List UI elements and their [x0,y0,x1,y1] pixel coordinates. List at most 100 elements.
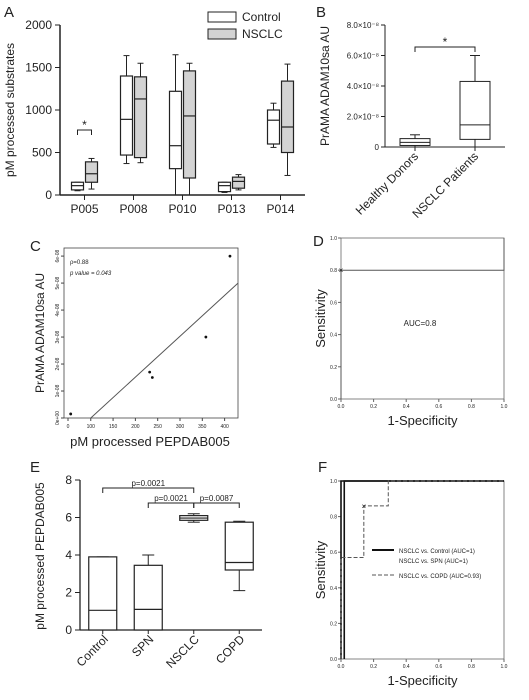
box-control [217,181,232,193]
x-tick-label: 1.0 [501,404,508,410]
auc-annotation: AUC=0.8 [404,319,437,328]
plot-frame [63,247,239,419]
scatter-point [148,370,152,374]
significance-bracket [414,46,476,52]
panel-b-chart: 0 2.0×10⁻⁸ 4.0×10⁻⁸ 6.0×10⁻⁸ 8.0×10⁻⁸ PrAMA A… [318,21,505,221]
x-axis-label: 1-Specificity [387,673,458,688]
y-axis-label: PrAMA ADAM10sa AU [33,273,47,393]
x-tick-label: P010 [168,202,196,216]
x-tick-label: 0.6 [435,404,442,410]
y-tick-label: 8 [65,473,72,487]
y-tick-label: 1000 [25,103,52,117]
y-tick-label: 1500 [25,61,52,75]
panel-a-chart: 0 500 1000 1500 2000 pM processed substrates P… [3,10,305,216]
y-tick-label: 4 [65,548,72,562]
x-tick-label: Healthy Donors [353,149,421,217]
legend-label: NSCLC [242,27,283,41]
box-nsclc [280,80,295,154]
panel-letter-b: B [316,4,326,21]
significance-star: * [443,35,448,49]
significance-bracket [193,502,240,508]
legend-label: NSCLC vs. COPD (AUC=0.93) [399,574,481,580]
y-tick-label: 2e-08 [55,357,61,370]
y-tick-label: 0.6 [330,550,337,556]
y-tick-label: 2.0×10⁻⁸ [347,113,379,122]
panel-letter-f: F [318,459,327,476]
legend-label: NSCLC vs. Control (AUC=1) [399,549,475,555]
x-tick-label: 300 [176,424,185,430]
y-axis-label: Sensitivity [313,540,328,599]
roc-curve [340,480,504,659]
y-tick-label: 1.0 [330,479,337,485]
x-tick-label: P013 [217,202,245,216]
cutoff-marker: × [339,266,344,275]
x-tick-label: 0.8 [468,664,475,670]
y-tick-label: 1e-08 [55,384,61,397]
y-tick-label: 0.8 [330,515,337,521]
x-tick-label: SPN [129,632,156,659]
box [88,556,118,631]
x-tick-label: P005 [70,202,98,216]
box [459,80,491,140]
y-axis-label: Sensitivity [313,289,328,348]
x-tick-label: 0.0 [338,404,345,410]
x-tick-label: 250 [154,424,163,430]
box-control [119,75,134,156]
y-tick-label: 0.4 [330,333,337,339]
y-tick-label: 3e-08 [55,330,61,343]
x-tick-label: 0.0 [338,664,345,670]
y-tick-label: 5e-08 [55,276,61,289]
panel-e-chart: 0 2 4 6 8 pM processed PEPDAB005 Control SPN NSC… [33,473,262,671]
roc-curve [343,480,504,659]
p-value-label: p=0.0087 [200,494,234,503]
legend-swatch [207,28,237,40]
y-tick-label: 0 [65,623,72,637]
x-tick-label: 0.2 [370,664,377,670]
y-tick-label: 0.2 [330,621,337,627]
p-value-label: p=0.0021 [131,479,165,488]
y-tick-label: 500 [32,146,52,160]
x-tick-label: 0.2 [370,404,377,410]
scatter-point [150,376,154,379]
x-tick-label: P014 [266,202,294,216]
x-tick-label: 100 [87,424,96,430]
annotation-rho: ρ=0.88 [70,260,89,266]
significance-bracket [147,502,195,508]
y-axis-label: pM processed substrates [3,43,17,177]
x-tick-label: 400 [220,424,229,430]
x-tick-label: P008 [119,202,147,216]
box-nsclc [84,161,99,183]
panel-letter-c: C [30,238,41,255]
x-axis-label: pM processed PEPDAB005 [70,434,230,449]
x-axis-label: 1-Specificity [387,413,458,428]
y-tick-label: 0.4 [330,586,337,592]
y-tick-label: 6.0×10⁻⁸ [347,52,379,61]
x-tick-label: 0.6 [435,664,442,670]
x-tick-label: 150 [109,424,118,430]
panel-letter-d: D [313,233,324,250]
y-tick-label: 8.0×10⁻⁸ [347,21,379,30]
x-tick-label: COPD [213,632,248,667]
scatter-point [228,254,232,258]
y-tick-label: 2000 [25,18,52,32]
x-tick-label: 0.4 [403,664,410,670]
y-tick-label: 0 [375,143,380,152]
y-tick-label: 6e-08 [55,249,61,262]
y-tick-label: 0.2 [330,365,337,371]
y-axis-label: PrAMA ADAM10sa AU [318,26,332,146]
x-tick-label: 350 [198,424,207,430]
y-tick-label: 6 [65,511,72,525]
box-control [168,90,183,170]
y-tick-label: 4e-08 [55,303,61,316]
y-tick-label: 0e+00 [55,411,61,425]
y-tick-label: 1.0 [330,236,337,242]
y-tick-label: 0.6 [330,300,337,306]
box-nsclc [133,76,148,159]
x-tick-label: 0.4 [403,404,410,410]
box [133,564,163,631]
x-tick-label: Control [74,632,111,669]
legend-swatch [207,11,237,23]
panel-letter-a: A [4,4,14,21]
panel-d-chart: 0.0 0.2 0.4 0.6 0.8 1.0 0.0 0.2 0.4 0.6 0.8 1.0 1-Sp… [313,236,508,428]
x-tick-label: 200 [131,424,140,430]
